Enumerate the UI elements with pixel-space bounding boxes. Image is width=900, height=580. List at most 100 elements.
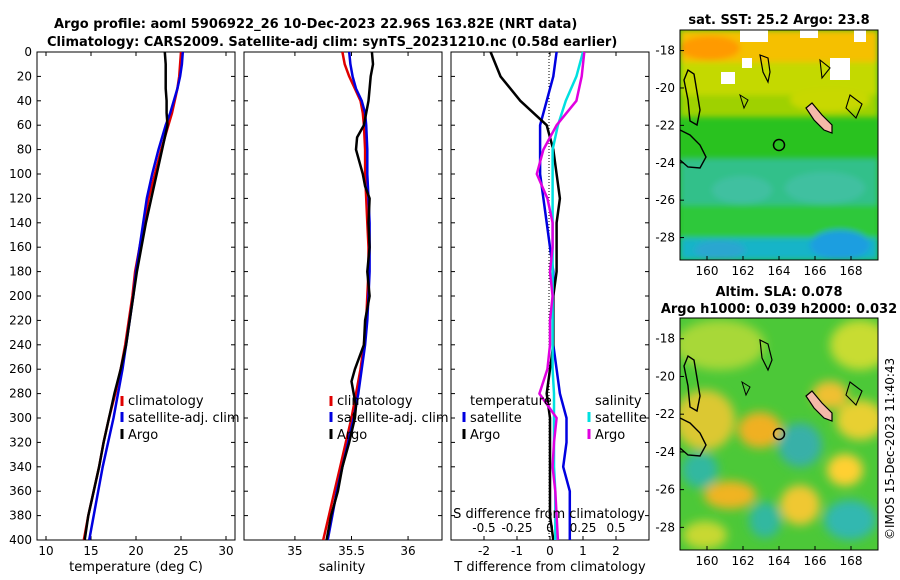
- y-tick-label: 380: [9, 509, 32, 523]
- argo-location-marker: [772, 138, 786, 152]
- map-y-tick-label: -18: [655, 44, 675, 58]
- legend-salinity-title: salinity: [595, 394, 642, 409]
- y-tick-label: 240: [9, 338, 32, 352]
- argo-location-marker: [772, 427, 786, 441]
- sst-map-field: [680, 30, 878, 260]
- figure-title-line2: Climatology: CARS2009. Satellite-adj cli…: [47, 35, 617, 50]
- y-tick-label: 180: [9, 265, 32, 279]
- legend-argo-label: Argo: [128, 428, 158, 443]
- map-y-tick-label: -20: [655, 369, 675, 383]
- map-x-tick-label: 168: [840, 554, 863, 568]
- legend-t-satellite-label: satellite: [470, 411, 522, 426]
- x-tick-label: 35.5: [338, 544, 365, 558]
- series-line-argo: [325, 51, 375, 541]
- y-tick-label: 140: [9, 216, 32, 230]
- sla-map-title-line1: Altim. SLA: 0.078: [716, 285, 843, 300]
- top-x-tick-label: 0.25: [570, 521, 597, 535]
- difference-panel: -2 -1 0 1 2 T difference from climatology S …: [450, 51, 650, 575]
- x-tick-label: 15: [83, 544, 98, 558]
- map-x-tick-label: 160: [696, 264, 719, 278]
- difference-legend: temperature satellite Argo salinity sate…: [462, 394, 647, 443]
- difference-xlabel: T difference from climatology: [453, 560, 646, 575]
- map-y-tick-label: -22: [655, 118, 675, 132]
- x-tick-label: 0: [546, 544, 554, 558]
- series-line-salinity-argo: [535, 51, 586, 541]
- map-x-tick-label: 164: [768, 264, 791, 278]
- temperature-xlabel: temperature (deg C): [69, 560, 203, 575]
- figure-title-line1: Argo profile: aoml 5906922_26 10-Dec-202…: [54, 17, 577, 32]
- y-tick-label: 100: [9, 167, 32, 181]
- salinity-panel: 35 35.5 36 salinity climatology satellite-…: [243, 51, 449, 575]
- salinity-legend: climatology satellite-adj. clim Argo: [329, 394, 449, 443]
- x-tick-label: 10: [38, 544, 53, 558]
- x-tick-label: 36: [400, 544, 415, 558]
- map-y-tick-label: -28: [655, 520, 675, 534]
- map-y-tick-label: -26: [655, 193, 675, 207]
- map-x-tick-label: 166: [804, 264, 827, 278]
- y-tick-label: 340: [9, 460, 32, 474]
- x-tick-label: 1: [579, 544, 587, 558]
- sst-map-title: sat. SST: 25.2 Argo: 23.8: [688, 13, 869, 28]
- map-x-tick-label: 168: [840, 264, 863, 278]
- map-x-tick-label: 160: [696, 554, 719, 568]
- legend-temperature-title: temperature: [470, 394, 552, 409]
- series-line-argo: [83, 51, 169, 541]
- legend-t-argo-label: Argo: [470, 428, 500, 443]
- salinity-xlabel: salinity: [319, 560, 366, 575]
- y-tick-label: 120: [9, 191, 32, 205]
- y-tick-label: 60: [17, 118, 32, 132]
- map-x-tick-label: 162: [732, 554, 755, 568]
- y-tick-label: 260: [9, 362, 32, 376]
- y-tick-label: 300: [9, 411, 32, 425]
- map-y-tick-label: -22: [655, 407, 675, 421]
- y-tick-label: 20: [17, 69, 32, 83]
- temperature-axes: [36, 51, 236, 541]
- y-tick-label: 360: [9, 484, 32, 498]
- credit-text: ©IMOS 15-Dec-2023 11:40:43: [883, 358, 897, 540]
- sla-map-field: [680, 318, 878, 550]
- legend-s-argo-label: Argo: [595, 428, 625, 443]
- temperature-panel: 0 20 40 60 80 100 120 140 160 180 200 220 240 260 280 3…: [9, 45, 240, 575]
- sst-map-panel: sat. SST: 25.2 Argo: 23.8: [655, 13, 879, 278]
- y-tick-label: 80: [17, 143, 32, 157]
- temperature-legend: climatology satellite-adj. clim Argo: [120, 394, 240, 443]
- legend-climatology-label: climatology: [128, 394, 204, 409]
- y-tick-label: 320: [9, 435, 32, 449]
- map-y-tick-label: -24: [655, 445, 675, 459]
- y-tick-label: 160: [9, 240, 32, 254]
- legend-satellite-label: satellite-adj. clim: [128, 411, 240, 426]
- y-tick-label: 400: [9, 533, 32, 547]
- map-x-tick-label: 162: [732, 264, 755, 278]
- map-y-tick-label: -26: [655, 483, 675, 497]
- top-x-tick-label: 0: [546, 521, 554, 535]
- sla-map-title-line2: Argo h1000: 0.039 h2000: 0.032: [661, 302, 897, 317]
- top-x-tick-label: -0.5: [472, 521, 495, 535]
- map-y-tick-label: -24: [655, 156, 675, 170]
- y-tick-label: 280: [9, 387, 32, 401]
- sla-map-panel: Altim. SLA: 0.078 Argo h1000: 0.039 h200…: [655, 285, 897, 568]
- top-x-tick-label: 0.5: [606, 521, 625, 535]
- y-tick-label: 40: [17, 94, 32, 108]
- top-x-tick-label: -0.25: [501, 521, 532, 535]
- legend-s-satellite-label: satellite: [595, 411, 647, 426]
- map-x-tick-label: 166: [804, 554, 827, 568]
- legend-satellite-label: satellite-adj. clim: [337, 411, 449, 426]
- x-tick-label: -2: [478, 544, 490, 558]
- x-tick-label: -1: [511, 544, 523, 558]
- legend-climatology-label: climatology: [337, 394, 413, 409]
- series-line-satellite-adj-clim: [87, 51, 185, 541]
- y-tick-label: 200: [9, 289, 32, 303]
- x-tick-label: 25: [173, 544, 188, 558]
- y-tick-label: 220: [9, 313, 32, 327]
- map-x-tick-label: 164: [768, 554, 791, 568]
- difference-top-xlabel: S difference from climatology: [453, 507, 645, 522]
- x-tick-label: 2: [612, 544, 620, 558]
- legend-argo-label: Argo: [337, 428, 367, 443]
- y-tick-label: 0: [24, 45, 32, 59]
- x-tick-label: 35: [287, 544, 302, 558]
- map-y-tick-label: -20: [655, 81, 675, 95]
- x-tick-label: 20: [128, 544, 143, 558]
- map-y-tick-label: -18: [655, 332, 675, 346]
- x-tick-label: 30: [218, 544, 233, 558]
